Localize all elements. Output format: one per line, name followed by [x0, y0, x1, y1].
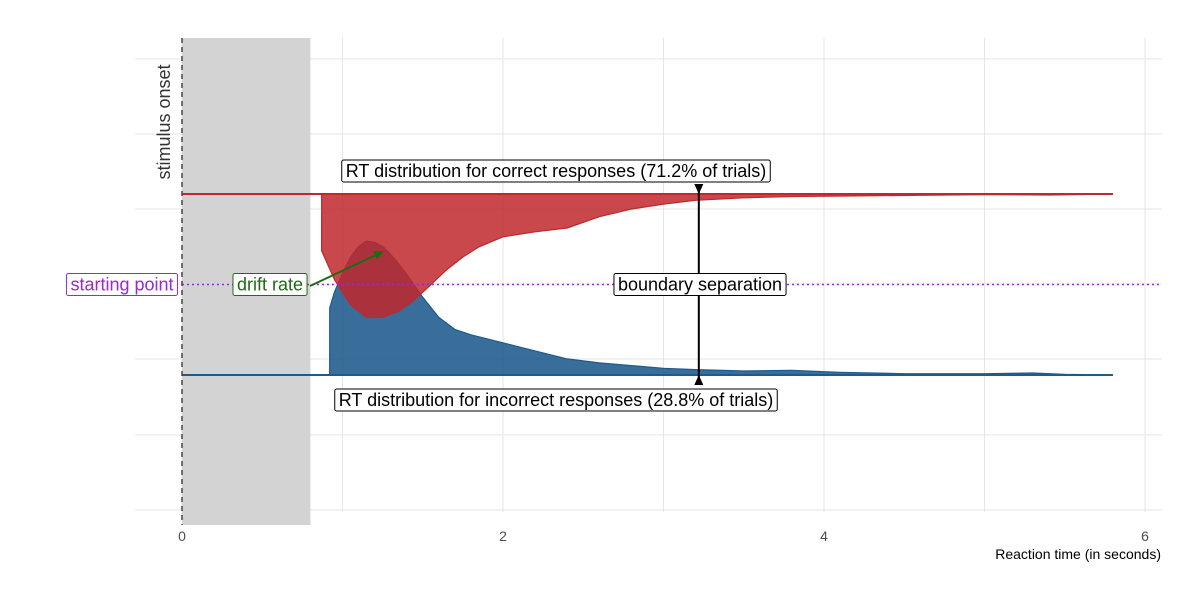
starting-point-label: starting point [70, 275, 173, 295]
boundary-separation-label-box [613, 273, 787, 296]
x-axis-title: Reaction time (in seconds) [995, 546, 1161, 562]
stimulus-onset-label: stimulus onset [154, 64, 174, 179]
boundary-separation-annotation: boundary separation [613, 273, 787, 296]
incorrect-distribution-annotation: RT distribution for incorrect responses … [334, 388, 778, 412]
density-layer [182, 193, 1113, 376]
drift-rate-arrow [309, 251, 384, 287]
correct-distribution-annotation: RT distribution for correct responses (7… [341, 159, 771, 183]
drift-arrow-shaft [309, 253, 378, 287]
x-axis-ticks: 0 2 4 6 [178, 528, 1149, 544]
drift-rate-annotation: drift rate [232, 273, 308, 296]
incorrect-distribution-label-box [334, 388, 778, 412]
drift-rate-label-box [232, 273, 308, 296]
x-tick-label: 6 [1141, 528, 1149, 544]
drift-rate-label: drift rate [237, 275, 303, 295]
annotation-labels: starting point drift rate boundary separ… [65, 159, 787, 412]
separation-arrow-head-top [694, 375, 704, 385]
separation-arrow-head-bottom [694, 184, 704, 194]
incorrect-rt-density [320, 193, 1113, 319]
x-tick-label: 4 [820, 528, 828, 544]
drift-arrow-head [373, 251, 384, 260]
x-tick-label: 0 [178, 528, 186, 544]
x-tick-label: 2 [499, 528, 507, 544]
correct-distribution-label-box [341, 159, 771, 183]
starting-point-label-box [65, 273, 179, 296]
correct-distribution-label: RT distribution for correct responses (7… [346, 161, 767, 181]
incorrect-distribution-label: RT distribution for incorrect responses … [339, 390, 774, 410]
boundary-separation-label: boundary separation [618, 275, 782, 295]
starting-point-annotation: starting point [65, 273, 179, 296]
